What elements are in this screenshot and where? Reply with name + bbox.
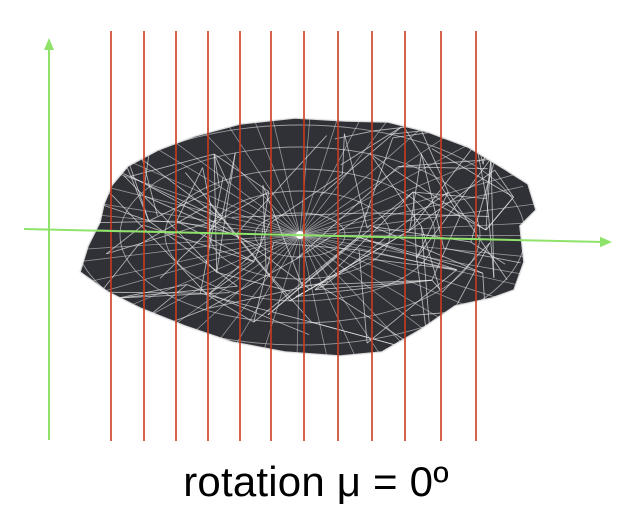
mesh-edge [206, 281, 329, 310]
mesh-edge [268, 173, 343, 225]
mesh-edge [299, 234, 441, 343]
wireframe-object [79, 117, 537, 357]
mesh-edge [99, 203, 149, 222]
mesh-edge [299, 142, 472, 236]
horizontal-axis-arrow [600, 236, 612, 248]
mesh-edge [485, 157, 492, 231]
mesh-edge [221, 152, 236, 219]
mesh-edge [314, 285, 324, 291]
mesh-edge [413, 191, 487, 200]
mesh-edge [209, 203, 291, 302]
mesh-edge [176, 220, 255, 263]
mesh-edge [416, 121, 449, 193]
mesh-edge [123, 175, 144, 196]
coordinate-axes [23, 38, 612, 440]
mesh-edge [105, 224, 144, 255]
mesh-edge [302, 279, 432, 286]
mesh-edge [443, 247, 521, 264]
mesh-edge [117, 285, 238, 299]
mesh-edge [80, 211, 301, 236]
mesh-edge [416, 191, 449, 215]
mesh-edge [213, 153, 270, 193]
mesh-edge [370, 153, 487, 231]
mesh-edge [235, 135, 327, 235]
mesh-edge [199, 176, 224, 294]
mesh-edge [213, 154, 218, 273]
mesh-ring [164, 168, 436, 302]
mesh-edge [485, 196, 514, 231]
mesh-ring [209, 190, 391, 280]
mesh-edge [412, 191, 487, 231]
mesh-edge [80, 234, 301, 252]
mesh-edge [416, 191, 449, 259]
mesh-edge [82, 145, 124, 174]
mesh-edge [494, 169, 514, 198]
vertical-axis-arrow [44, 38, 54, 50]
mesh-edge [137, 203, 211, 246]
mesh-edge [221, 191, 269, 220]
mesh-edge [299, 132, 452, 236]
mesh-edge [213, 153, 229, 184]
mesh-edge [130, 175, 237, 235]
mesh-edge [334, 130, 375, 140]
mesh-ring [119, 146, 481, 324]
mesh-edge [342, 133, 345, 175]
mesh-edge [267, 226, 374, 316]
mesh-edge [343, 133, 368, 229]
mesh-edge [314, 279, 432, 291]
mesh-edge [91, 297, 118, 304]
mesh-edge [213, 153, 220, 188]
horizontal-axis [23, 228, 605, 243]
mesh-edge [96, 291, 201, 294]
mesh-edge [431, 148, 514, 198]
wireframe-mesh-lines [80, 118, 536, 356]
mesh-edge [202, 167, 211, 205]
mesh-edge [490, 141, 501, 160]
mesh-edge [314, 191, 414, 291]
mesh-edge [358, 249, 368, 344]
mesh-edge [185, 172, 267, 271]
mesh-edge [80, 234, 301, 285]
mesh-edge [80, 198, 301, 236]
mesh-edge [299, 222, 536, 236]
mesh-edge [289, 230, 410, 302]
mesh-edge [431, 215, 461, 281]
mesh-edge [299, 174, 514, 236]
mesh-edge [340, 126, 402, 166]
mesh-edge [299, 155, 492, 236]
mesh-edge [88, 220, 177, 224]
mesh-edge [398, 159, 491, 168]
mesh-edge [253, 223, 270, 262]
mesh-edge [319, 285, 324, 287]
mesh-edge [87, 234, 301, 297]
mesh-edge [488, 216, 495, 278]
mesh-edge [176, 220, 237, 235]
mesh-edge [299, 122, 428, 236]
mesh-edge [299, 234, 411, 353]
mesh-edge [112, 195, 208, 296]
mesh-edge [299, 234, 536, 259]
mesh-edge [299, 234, 464, 333]
mesh-edge [106, 218, 222, 255]
mesh-edge [485, 198, 490, 217]
mesh-edge [421, 153, 445, 249]
mesh-edge [216, 152, 236, 273]
mesh-edge [320, 126, 402, 196]
mesh-edge [398, 166, 488, 170]
mesh-edge [259, 191, 270, 247]
mesh-edge [235, 233, 311, 290]
mesh-edge [295, 279, 432, 298]
mesh-edge [409, 169, 495, 231]
mesh-edge [156, 128, 301, 236]
mesh-edge [207, 261, 255, 296]
mesh-edge [207, 294, 254, 323]
mesh-edge [231, 212, 368, 218]
object-outline [79, 117, 537, 357]
mesh-edge [299, 234, 508, 302]
caption: rotation μ = 0º [183, 458, 449, 505]
mesh-edge [447, 191, 508, 281]
mesh-edge [176, 167, 203, 222]
mesh-edge [399, 120, 461, 217]
